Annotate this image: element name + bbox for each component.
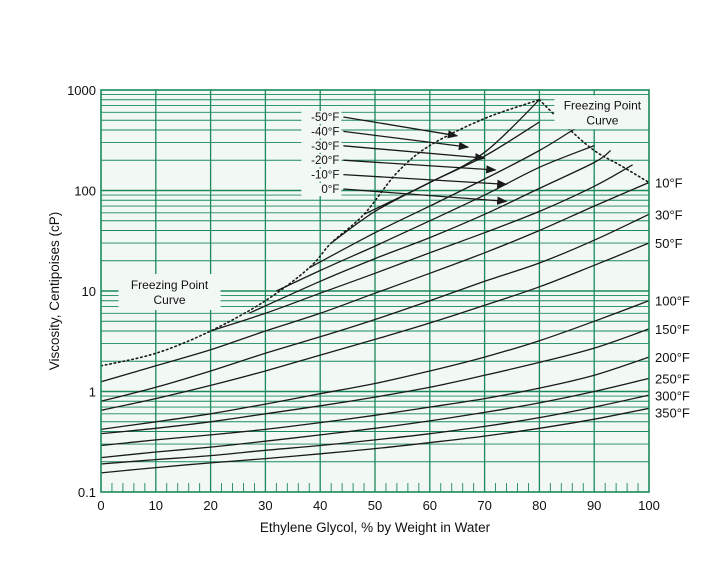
- x-tick-70: 70: [477, 498, 491, 513]
- curve-minus-10f: [248, 149, 612, 314]
- curve-minus-20f: [276, 144, 595, 292]
- curve-150f: [100, 328, 650, 435]
- label-200f: 200°F: [655, 350, 690, 365]
- arrow-minus-20f: [343, 159, 497, 174]
- grid: [101, 90, 649, 492]
- curve-350f: [100, 407, 650, 474]
- curve-300f: [100, 394, 650, 465]
- label-bg-minus-40f: [301, 125, 342, 139]
- annotation-box-top-right: [554, 95, 651, 130]
- label-bg-minus-30f: [301, 139, 342, 153]
- curve-30f: [100, 213, 650, 402]
- x-tick-50: 50: [368, 498, 382, 513]
- annotation-text-left-middle: Curve: [153, 293, 185, 307]
- label-30f: 30°F: [655, 207, 683, 222]
- annotation-box-left-middle: [118, 274, 221, 310]
- x-tick-0: 0: [97, 498, 104, 513]
- label-bg-minus-50f: [301, 111, 342, 124]
- y-tick-labels: 0.1 1 10 100 1000: [67, 83, 96, 500]
- plot-frame: [100, 89, 650, 493]
- curve-250f: [100, 377, 650, 459]
- x-tick-10: 10: [149, 498, 163, 513]
- label-minus-40f: -40°F: [311, 126, 339, 138]
- y-tick-1000: 1000: [67, 83, 96, 98]
- curve-10f: [100, 181, 650, 383]
- x-minor-ticks: [111, 483, 639, 492]
- curve-labels: -50°F -40°F -30°F -20°F -10°F 0°F 10°F 30°F 50°F…: [301, 111, 690, 420]
- annotation-text-left-middle: Freezing Point: [131, 278, 209, 292]
- curve-100f: [100, 300, 650, 431]
- curve-minus-30f: [308, 126, 579, 269]
- x-tick-80: 80: [532, 498, 546, 513]
- y-axis-label: Viscosity, Centipoises (cP): [47, 212, 62, 371]
- annotation-text-top-right: Freezing Point: [564, 98, 642, 112]
- arrow-0f: [343, 188, 508, 205]
- label-bg-minus-10f: [301, 168, 342, 182]
- x-tick-40: 40: [313, 498, 327, 513]
- temperature-arrows: [343, 116, 508, 205]
- label-minus-20f: -20°F: [311, 155, 339, 167]
- y-tick-1: 1: [89, 385, 96, 400]
- y-tick-100: 100: [74, 184, 96, 199]
- arrow-minus-30f: [343, 145, 486, 162]
- label-minus-10f: -10°F: [311, 170, 339, 182]
- x-tick-90: 90: [587, 498, 601, 513]
- label-minus-30f: -30°F: [311, 141, 339, 153]
- x-tick-labels: 0 10 20 30 40 50 60 70 80 90 100: [97, 498, 659, 513]
- x-tick-100: 100: [638, 498, 660, 513]
- y-tick-0p1: 0.1: [78, 485, 96, 500]
- y-tick-10: 10: [82, 284, 96, 299]
- label-350f: 350°F: [655, 405, 690, 420]
- label-50f: 50°F: [655, 236, 683, 251]
- x-tick-30: 30: [258, 498, 272, 513]
- curve-50f: [100, 242, 650, 411]
- annotation-text-top-right: Curve: [586, 113, 618, 127]
- label-250f: 250°F: [655, 371, 690, 386]
- label-bg-minus-20f: [301, 154, 342, 168]
- label-150f: 150°F: [655, 322, 690, 337]
- x-axis-label: Ethylene Glycol, % by Weight in Water: [260, 520, 491, 535]
- curve-200f: [100, 356, 650, 447]
- arrow-minus-40f: [343, 130, 470, 151]
- label-100f: 100°F: [655, 294, 690, 309]
- curve-minus-40f: [330, 121, 540, 244]
- x-tick-20: 20: [203, 498, 217, 513]
- temperature-curves: [100, 99, 650, 474]
- arrow-minus-10f: [343, 173, 508, 188]
- arrow-minus-50f: [343, 116, 459, 139]
- label-10f: 10°F: [655, 176, 683, 191]
- label-minus-50f: -50°F: [311, 112, 339, 124]
- label-bg-0f: [301, 183, 342, 196]
- label-0f: 0°F: [321, 184, 339, 196]
- curve-0f: [210, 164, 633, 332]
- x-tick-60: 60: [423, 498, 437, 513]
- label-300f: 300°F: [655, 388, 690, 403]
